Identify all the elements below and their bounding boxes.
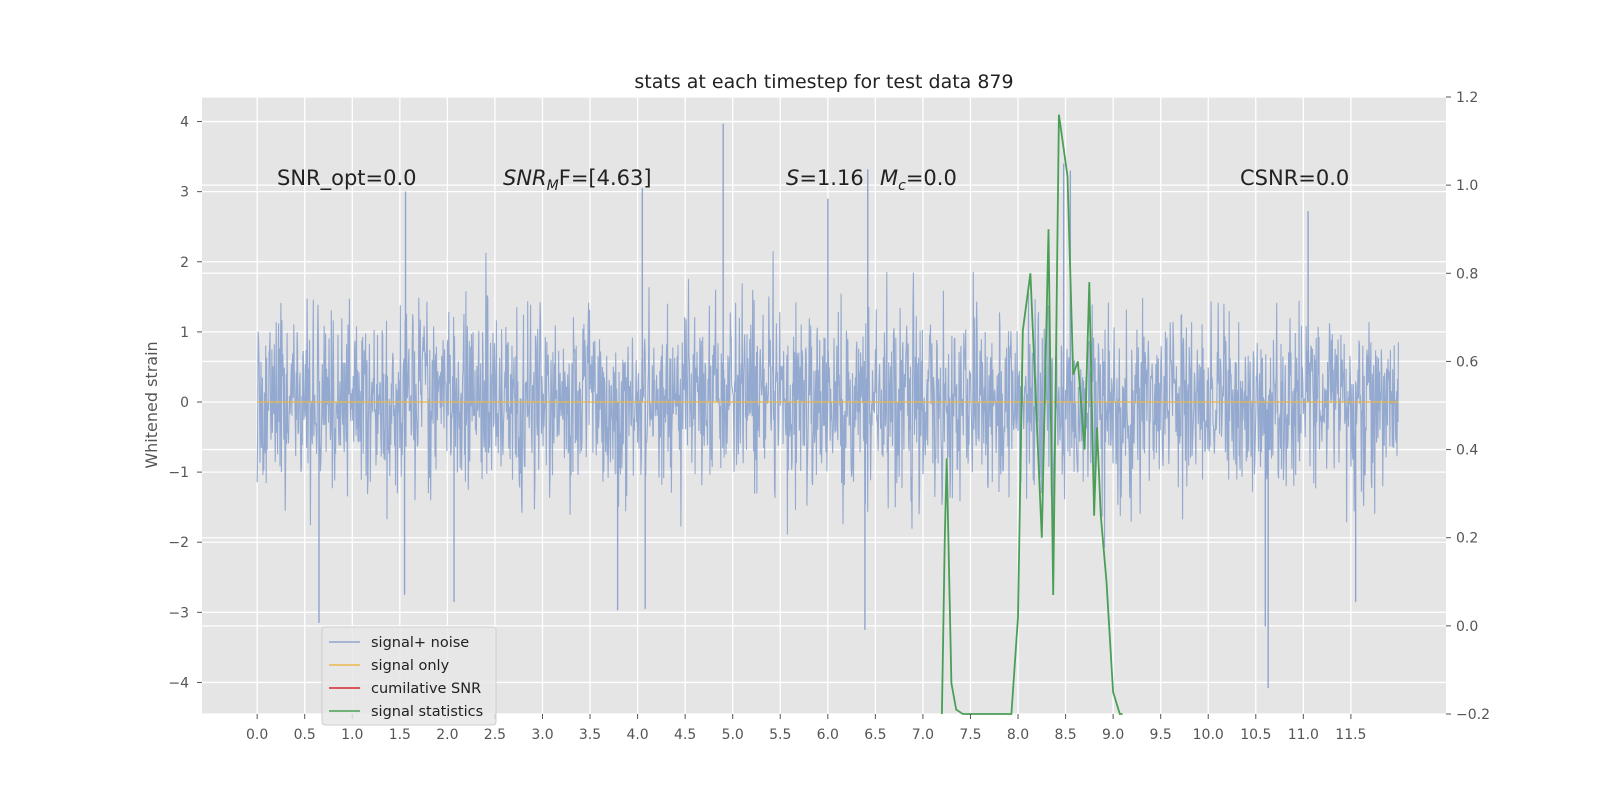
annotation-snr-mf-symbol: SNR xyxy=(503,166,547,190)
x-tick-label: 9.0 xyxy=(1102,727,1124,743)
y-tick-label: 3 xyxy=(180,185,189,201)
annotation-mc-symbol: M xyxy=(880,166,898,190)
x-tick-label: 1.5 xyxy=(389,727,411,743)
x-tick-label: 10.5 xyxy=(1240,727,1271,743)
y-tick-label: 4 xyxy=(180,115,189,131)
legend-items: signal+ noise signal only cumilative SNR si… xyxy=(329,635,483,720)
x-tick-label: 1.0 xyxy=(341,727,363,743)
annotation-snr-opt: SNR_opt=0.0 xyxy=(277,166,417,191)
y-tick-label: −3 xyxy=(168,605,189,621)
y-tick-label: −1 xyxy=(168,465,189,481)
annotation-s-value: =1.16 xyxy=(799,166,863,190)
annotation-s-symbol: S xyxy=(786,166,799,190)
annotation-snr-mf: SNRMF=[4.63] xyxy=(503,166,652,194)
y2-tick-label: 0.0 xyxy=(1456,619,1478,635)
chart-title: stats at each timestep for test data 879 xyxy=(634,71,1013,93)
annotation-csnr: CSNR=0.0 xyxy=(1240,166,1349,190)
y2-tick-label: 1.0 xyxy=(1456,178,1478,194)
annotation-snr-mf-subscript: M xyxy=(547,178,559,194)
x-tick-label: 6.0 xyxy=(817,727,839,743)
x-tick-label: 10.0 xyxy=(1193,727,1224,743)
x-tick-label: 3.5 xyxy=(579,727,601,743)
y-axis-label: Whitened strain xyxy=(142,341,161,468)
x-tick-label: 2.5 xyxy=(484,727,506,743)
y2-tick-label: 0.2 xyxy=(1456,531,1478,547)
legend: signal+ noise signal only cumilative SNR si… xyxy=(321,626,497,726)
y2-tick-label: 0.8 xyxy=(1456,266,1478,282)
annotation-mc-subscript: c xyxy=(898,178,906,194)
y-tick-label: 0 xyxy=(180,395,189,411)
annotation-snr-mf-value: F=[4.63] xyxy=(559,166,652,190)
legend-label: cumilative SNR xyxy=(371,681,481,697)
legend-box xyxy=(321,626,497,726)
legend-label: signal only xyxy=(371,658,450,674)
x-tick-label: 3.0 xyxy=(531,727,553,743)
legend-label: signal+ noise xyxy=(371,635,469,651)
x-tick-label: 0.5 xyxy=(294,727,316,743)
y2-tick-label: 1.2 xyxy=(1456,90,1478,106)
x-tick-label: 5.0 xyxy=(722,727,744,743)
x-tick-label: 11.0 xyxy=(1288,727,1319,743)
x-tick-label: 6.5 xyxy=(864,727,886,743)
annotation-mc: Mc=0.0 xyxy=(880,166,957,194)
y2-tick-label: 0.4 xyxy=(1456,443,1478,459)
y2-axis-ticks: 1.2 1.0 0.8 0.6 0.4 0.2 0.0 −0.2 xyxy=(1446,90,1490,723)
y-axis-ticks: 4 3 2 1 0 −1 −2 −3 −4 xyxy=(168,115,202,691)
annotation-mc-value: =0.0 xyxy=(906,166,957,190)
signal-statistics-line xyxy=(941,114,1123,715)
series-signal-noise xyxy=(256,123,1399,689)
x-tick-label: 9.5 xyxy=(1150,727,1172,743)
x-axis-ticks: 0.0 0.5 1.0 1.5 2.0 2.5 3.0 3.5 4.0 4.5 5.0 5.5 6.0 6… xyxy=(246,714,1366,743)
x-tick-label: 4.0 xyxy=(626,727,648,743)
x-tick-label: 11.5 xyxy=(1335,727,1366,743)
x-tick-label: 7.5 xyxy=(959,727,981,743)
y-tick-label: 1 xyxy=(180,325,189,341)
x-tick-label: 7.0 xyxy=(912,727,934,743)
y-tick-label: 2 xyxy=(180,255,189,271)
series-lines xyxy=(257,114,1399,715)
x-tick-label: 8.0 xyxy=(1007,727,1029,743)
y-tick-label: −4 xyxy=(168,675,189,691)
x-tick-label: 8.5 xyxy=(1054,727,1076,743)
y-tick-label: −2 xyxy=(168,535,189,551)
x-tick-label: 0.0 xyxy=(246,727,268,743)
x-tick-label: 5.5 xyxy=(769,727,791,743)
y2-tick-label: −0.2 xyxy=(1456,707,1490,723)
annotation-s: S=1.16 xyxy=(786,166,864,190)
x-tick-label: 2.0 xyxy=(436,727,458,743)
x-tick-label: 4.5 xyxy=(674,727,696,743)
legend-label: signal statistics xyxy=(371,704,483,720)
y2-tick-label: 0.6 xyxy=(1456,354,1478,370)
